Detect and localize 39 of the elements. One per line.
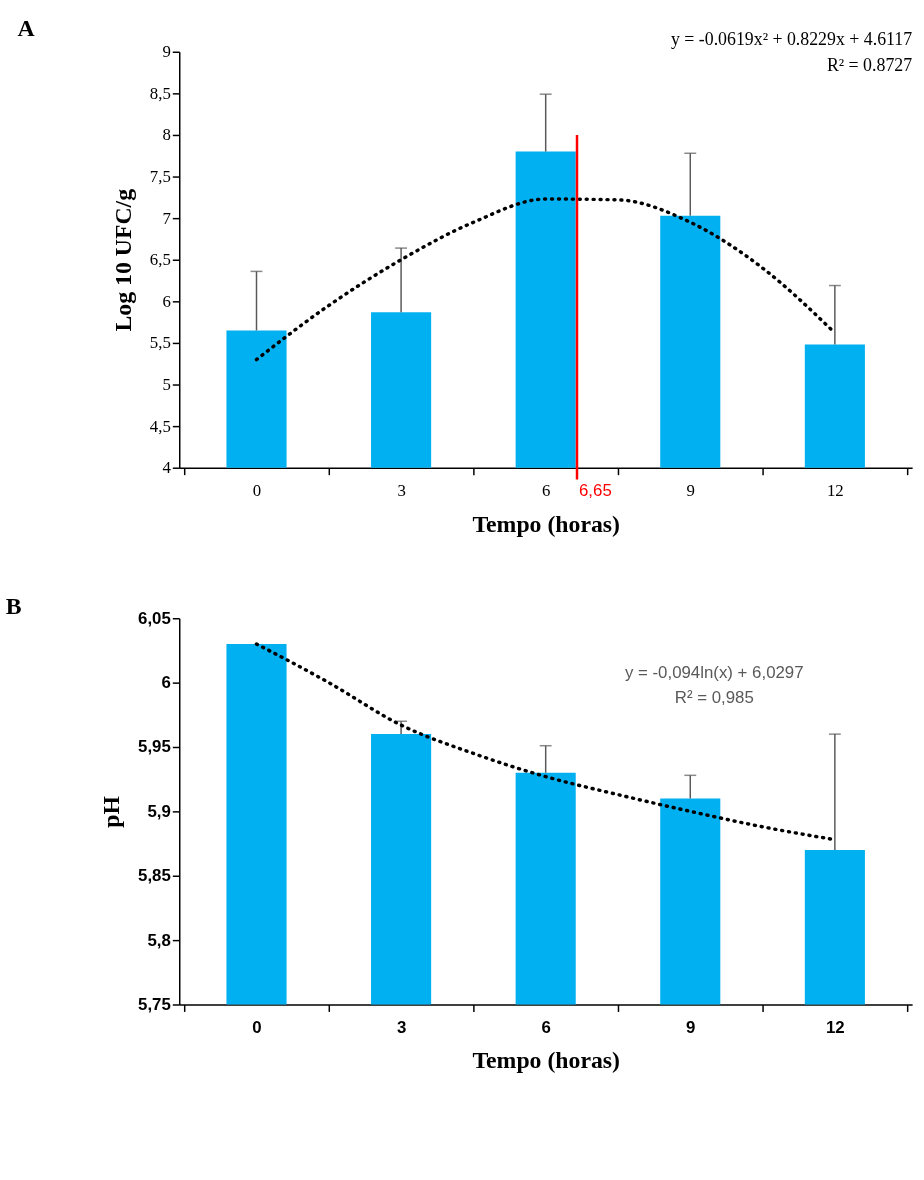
y-tick-label: 7,5 <box>149 167 171 186</box>
y-axis-title: Log 10 UFC/g <box>109 188 136 332</box>
y-tick-label: 5,8 <box>147 930 171 950</box>
x-tick-label: 0 <box>252 480 262 500</box>
x-tick-label: 9 <box>686 1017 696 1037</box>
y-tick-label: 6,5 <box>149 250 171 270</box>
annotation: y = -0,094ln(x) + 6,0297 <box>624 662 804 682</box>
y-tick-label: 5,9 <box>147 801 171 821</box>
x-tick-label: 3 <box>396 1017 407 1037</box>
y-axis-title: pH <box>98 795 125 828</box>
y-tick-label: 5 <box>162 374 171 394</box>
y-tick-label: 5,5 <box>149 333 171 353</box>
y-tick-label: 7 <box>162 208 171 228</box>
y-tick-label: 6 <box>161 673 171 693</box>
y-tick-label: 4,5 <box>149 416 171 436</box>
annotation: R² = 0.8727 <box>826 54 913 75</box>
ref-line-label: 6,65 <box>578 481 612 501</box>
x-axis-title: Tempo (horas) <box>472 1047 620 1074</box>
x-tick-label: 6 <box>541 480 551 500</box>
x-tick-label: 6 <box>541 1017 551 1037</box>
y-tick-label: 5,85 <box>138 866 171 886</box>
y-tick-label: 8 <box>162 125 171 145</box>
y-tick-label: 5,75 <box>138 994 171 1014</box>
x-tick-label: 0 <box>252 1017 262 1037</box>
annotation: R² = 0,985 <box>674 688 754 708</box>
text: y = -0.0619x² + 0.8229x + 4.6117 <box>670 28 913 49</box>
y-tick-label: 6,05 <box>138 608 171 628</box>
x-tick-label: 3 <box>397 480 406 500</box>
chart-title: B <box>5 593 22 620</box>
y-tick-label: 6 <box>162 291 171 311</box>
y-tick-label: 8,5 <box>149 83 171 103</box>
y-tick-label: 5,95 <box>138 737 171 757</box>
x-tick-label: 9 <box>686 480 695 500</box>
x-tick-label: 12 <box>826 480 844 500</box>
y-tick-label: 9 <box>162 42 171 62</box>
chart-title: A <box>17 14 35 41</box>
y-tick-label: 4 <box>162 458 172 478</box>
x-tick-label: 12 <box>826 1017 845 1037</box>
x-axis-title: Tempo (horas) <box>472 510 620 537</box>
